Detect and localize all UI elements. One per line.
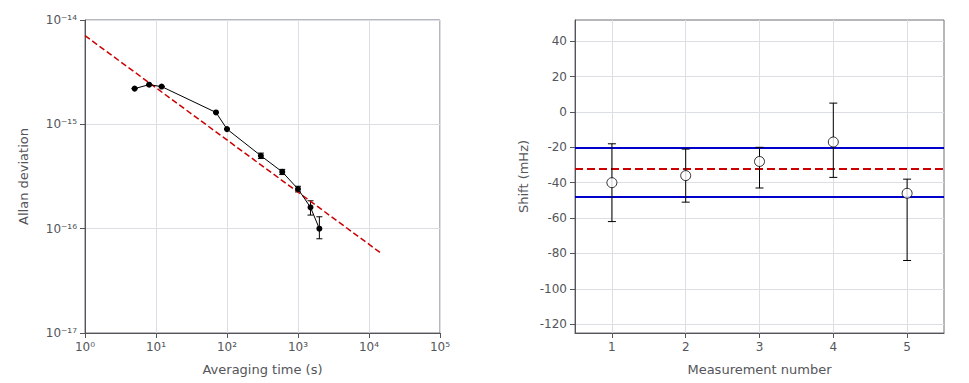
svg-text:2: 2 (682, 340, 690, 354)
svg-text:3: 3 (756, 340, 764, 354)
svg-text:10⁻¹⁵: 10⁻¹⁵ (46, 117, 77, 131)
svg-text:10²: 10² (217, 340, 237, 354)
svg-text:Allan deviation: Allan deviation (16, 128, 31, 225)
svg-text:10⁰: 10⁰ (75, 340, 95, 354)
svg-text:-100: -100 (540, 282, 567, 296)
svg-text:Averaging time (s): Averaging time (s) (202, 362, 322, 377)
svg-text:-80: -80 (547, 246, 567, 260)
svg-text:10⁵: 10⁵ (430, 340, 450, 354)
svg-text:4: 4 (829, 340, 837, 354)
svg-text:10⁻¹⁷: 10⁻¹⁷ (46, 326, 77, 340)
svg-text:Shift (mHz): Shift (mHz) (516, 140, 531, 213)
svg-text:Measurement number: Measurement number (687, 362, 832, 377)
svg-text:10⁻¹⁶: 10⁻¹⁶ (46, 222, 77, 236)
svg-text:0: 0 (559, 105, 567, 119)
svg-text:-20: -20 (547, 140, 567, 154)
svg-text:40: 40 (552, 34, 567, 48)
svg-text:-60: -60 (547, 211, 567, 225)
svg-text:-120: -120 (540, 317, 567, 331)
svg-text:-40: -40 (547, 176, 567, 190)
svg-text:10¹: 10¹ (146, 340, 166, 354)
svg-text:1: 1 (608, 340, 616, 354)
svg-text:5: 5 (903, 340, 911, 354)
svg-text:20: 20 (552, 70, 567, 84)
svg-text:10³: 10³ (288, 340, 308, 354)
svg-text:10⁴: 10⁴ (359, 340, 379, 354)
svg-text:10⁻¹⁴: 10⁻¹⁴ (46, 13, 77, 27)
